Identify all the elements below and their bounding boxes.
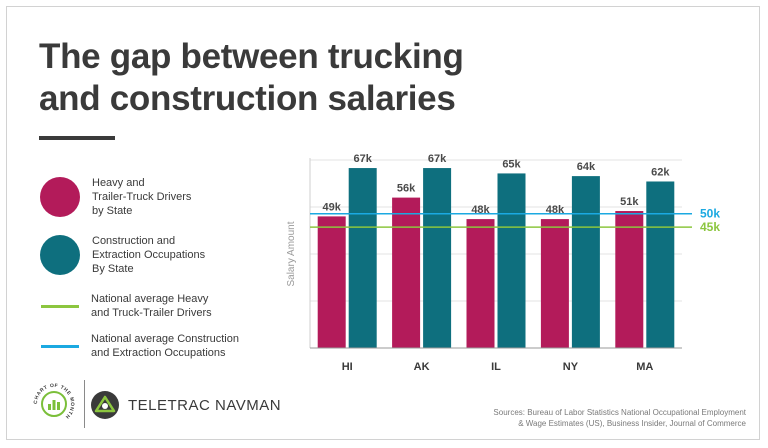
bar-ny-truck <box>540 219 569 348</box>
reference-label-45k: 45k <box>700 220 720 234</box>
bar-hi-construction <box>348 168 377 348</box>
legend-swatch-truck-drivers <box>40 177 80 217</box>
bar-ma-truck <box>615 211 644 348</box>
bar-ny-construction <box>571 176 600 348</box>
bar-value-label: 67k <box>354 153 373 165</box>
title-underline <box>39 136 115 140</box>
reference-label-50k: 50k <box>700 207 720 221</box>
bar-il-construction <box>497 173 526 348</box>
title-line-2: and construction salaries <box>39 79 456 118</box>
footer-divider <box>84 380 85 428</box>
legend-swatch-avg-truck <box>41 304 79 308</box>
legend-item-avg-truck: National average Heavy and Truck-Trailer… <box>40 292 212 320</box>
badge-bar-icon <box>57 402 60 410</box>
x-tick-label: NY <box>563 361 579 373</box>
x-tick-label: MA <box>636 361 653 373</box>
bar-value-label: 62k <box>651 166 670 178</box>
legend-label-avg-construction: National average Construction and Extrac… <box>91 333 239 359</box>
title-line-1: The gap between trucking <box>39 37 464 76</box>
page-title: The gap between trucking and constructio… <box>39 36 464 120</box>
bar-value-label: 49k <box>323 201 342 213</box>
legend-label-truck-drivers: Heavy and Trailer-Truck Drivers by State <box>92 177 192 217</box>
x-tick-label: AK <box>414 361 430 373</box>
badge-ring-icon <box>41 391 67 417</box>
legend-swatch-avg-construction <box>41 344 79 348</box>
bar-value-label: 64k <box>577 161 596 173</box>
badge-bar-icon <box>52 400 56 410</box>
chart-of-the-month-badge: CHART OF THE MONTH <box>33 383 75 420</box>
brand-logo: TELETRAC NAVMAN <box>90 390 281 420</box>
bar-il-truck <box>466 219 495 348</box>
legend-item-construction: Construction and Extraction Occupations … <box>40 234 205 276</box>
bar-hi-truck <box>317 216 346 348</box>
x-tick-label: IL <box>491 361 501 373</box>
sources-note: Sources: Bureau of Labor Statistics Nati… <box>493 408 746 428</box>
legend-item-avg-construction: National average Construction and Extrac… <box>40 332 239 360</box>
bar-value-label: 67k <box>428 153 447 165</box>
legend-item-truck-drivers: Heavy and Trailer-Truck Drivers by State <box>40 176 191 218</box>
bar-ma-construction <box>646 181 675 348</box>
x-tick-label: HI <box>342 361 353 373</box>
legend-label-avg-truck: National average Heavy and Truck-Trailer… <box>91 293 212 319</box>
teletrac-navman-icon <box>91 391 119 419</box>
bar-value-label: 56k <box>397 183 416 195</box>
brand-name: TELETRAC NAVMAN <box>128 396 282 414</box>
bar-ak-truck <box>392 197 421 348</box>
bar-ak-construction <box>423 168 452 348</box>
legend-label-construction: Construction and Extraction Occupations … <box>92 235 206 275</box>
badge-bar-icon <box>48 404 51 410</box>
legend-swatch-construction <box>40 235 80 275</box>
bar-value-label: 51k <box>620 196 639 208</box>
frame-border <box>6 6 760 440</box>
bar-value-label: 65k <box>502 158 521 170</box>
y-axis-label: Salary Amount <box>286 221 297 286</box>
